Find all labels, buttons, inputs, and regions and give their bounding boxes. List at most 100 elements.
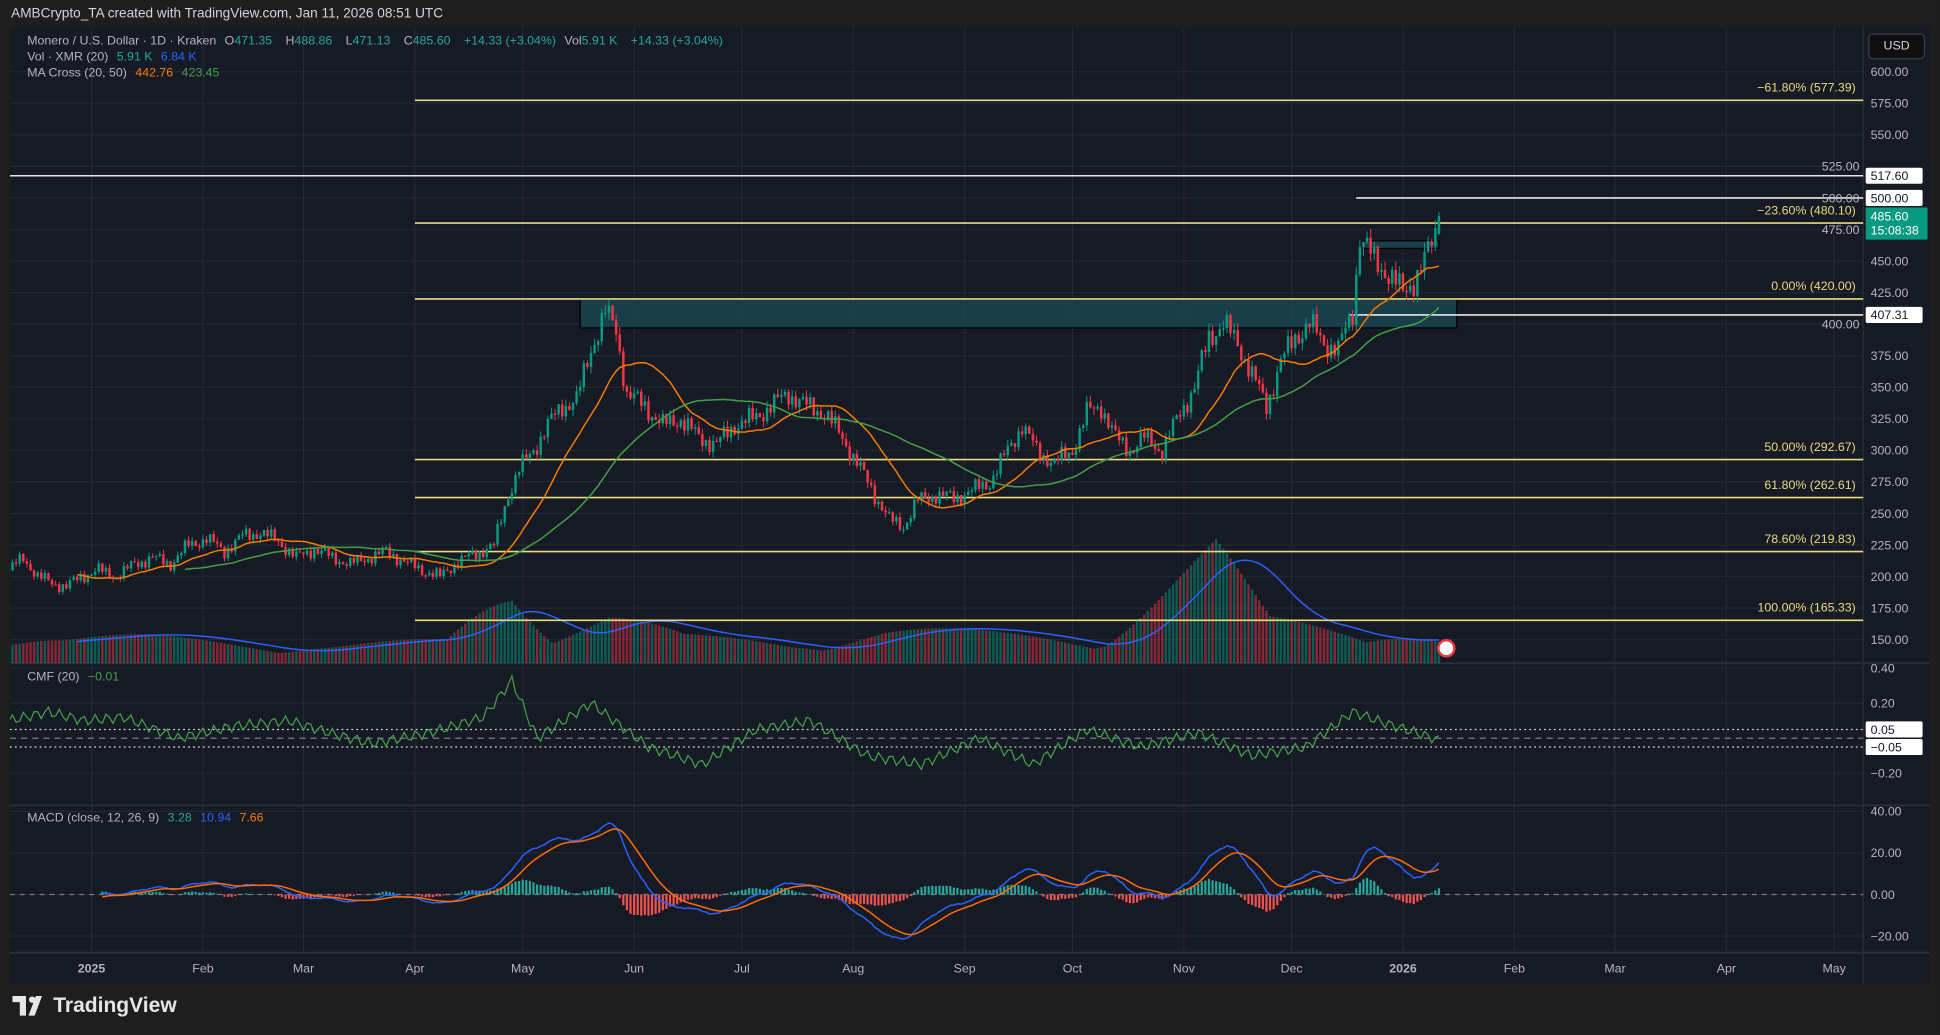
candle-body: [535, 450, 539, 455]
macd-histogram-bar: [773, 888, 776, 895]
candle: [162, 549, 165, 568]
volume-bar: [643, 621, 647, 664]
volume-bar: [97, 636, 100, 664]
volume-bar: [532, 625, 535, 664]
candle: [1275, 365, 1279, 403]
macd-histogram-bar: [916, 889, 920, 895]
chart-area[interactable]: −61.80% (577.39) −23.60% (480.10) 0.00% (4…: [9, 27, 1931, 984]
volume-bar: [931, 628, 934, 664]
volume-bar: [50, 640, 54, 664]
volume-bar: [938, 628, 941, 664]
volume-bar: [683, 634, 686, 664]
candle: [1437, 212, 1441, 235]
candle: [528, 451, 532, 464]
cmf-name[interactable]: CMF (20): [27, 670, 80, 685]
macd-histogram-bar: [568, 892, 571, 895]
macd-name[interactable]: MACD (close, 12, 26, 9): [27, 811, 160, 826]
time-axis-label: Dec: [1281, 961, 1303, 975]
macd-histogram-bar: [1283, 894, 1286, 898]
candle-body: [133, 561, 136, 563]
candle: [180, 551, 183, 560]
candle-body: [931, 496, 934, 502]
candle: [1340, 326, 1344, 341]
volume-bar: [1430, 640, 1433, 664]
candle: [1351, 310, 1354, 331]
candle-body: [54, 584, 57, 586]
fib-level-label: −61.80% (577.39): [1757, 81, 1856, 95]
macd-histogram-bar: [776, 887, 779, 895]
candle-body: [938, 491, 941, 504]
candle-body: [571, 403, 575, 410]
macd-histogram-bar: [575, 893, 578, 895]
volume-bar: [711, 635, 715, 664]
ma-cross-name[interactable]: MA Cross (20, 50): [27, 66, 127, 81]
chart-canvas[interactable]: −61.80% (577.39)−23.60% (480.10)0.00% (4…: [9, 27, 1931, 984]
candle: [913, 494, 916, 522]
cmf-band-badge-bg: [1865, 721, 1923, 738]
macd-histogram-bar: [194, 891, 197, 895]
candle-body: [740, 420, 744, 429]
volume-bar: [402, 639, 406, 664]
price-axis-label: 425.00: [1871, 286, 1909, 300]
candle: [1355, 266, 1358, 331]
candle-body: [18, 554, 21, 564]
macd-histogram-bar: [1046, 894, 1049, 899]
volume-bar: [295, 651, 298, 664]
macd-histogram-bar: [1082, 892, 1085, 895]
price-axis-label: 575.00: [1871, 97, 1909, 111]
volume-bar: [517, 609, 521, 664]
volume-bar: [816, 649, 819, 664]
candle-body: [668, 415, 672, 425]
candle: [675, 422, 679, 433]
price-axis-label: 150.00: [1871, 633, 1909, 647]
candle: [604, 305, 607, 318]
volume-bar: [866, 638, 869, 664]
fib-level-label: −23.60% (480.10): [1757, 203, 1856, 217]
candle: [1006, 439, 1009, 461]
macd-line: [102, 822, 1440, 940]
candle: [460, 552, 463, 571]
candle-body: [1164, 437, 1168, 460]
volume-bar: [895, 631, 898, 664]
candle: [704, 439, 708, 450]
candle-body: [783, 391, 787, 396]
cmf-band-badge-text: 0.05: [1871, 723, 1895, 737]
volume-bar: [708, 635, 711, 664]
candle: [772, 393, 776, 419]
volume-bar: [126, 634, 129, 664]
volume-bar: [808, 649, 812, 664]
candle-body: [366, 558, 370, 563]
tradingview-logo[interactable]: TradingView: [12, 993, 177, 1018]
volume-bar: [1121, 633, 1124, 664]
volume-bar: [528, 621, 532, 664]
macd-histogram-bar: [579, 893, 582, 895]
candle: [1383, 262, 1387, 279]
currency-button[interactable]: USD: [1868, 33, 1926, 60]
candle-body: [801, 396, 805, 400]
candle-body: [388, 546, 392, 557]
candle: [381, 545, 384, 559]
candle: [471, 546, 474, 556]
macd-histogram-bar: [327, 894, 330, 896]
candle-body: [489, 543, 492, 550]
macd-histogram-bar: [277, 894, 280, 897]
volume-bar: [690, 634, 693, 664]
macd-histogram-bar: [1067, 894, 1070, 899]
candle-body: [837, 416, 841, 433]
candle: [1125, 432, 1128, 460]
volume-bar: [1240, 573, 1243, 664]
volume-bar: [607, 617, 611, 664]
volume-bar: [406, 639, 409, 664]
candle-body: [672, 415, 675, 426]
candle: [1211, 325, 1214, 348]
volume-bar: [223, 643, 226, 664]
volume-bar: [1416, 639, 1419, 664]
volume-indicator-name[interactable]: Vol · XMR (20): [27, 50, 109, 65]
candle-body: [305, 550, 309, 555]
volume-bar: [417, 639, 420, 664]
volume-bar: [1250, 589, 1254, 664]
macd-histogram-bar: [173, 894, 176, 896]
candle: [963, 491, 966, 510]
candle-body: [370, 558, 374, 564]
symbol-name[interactable]: Monero / U.S. Dollar · 1D · Kraken: [27, 34, 217, 49]
